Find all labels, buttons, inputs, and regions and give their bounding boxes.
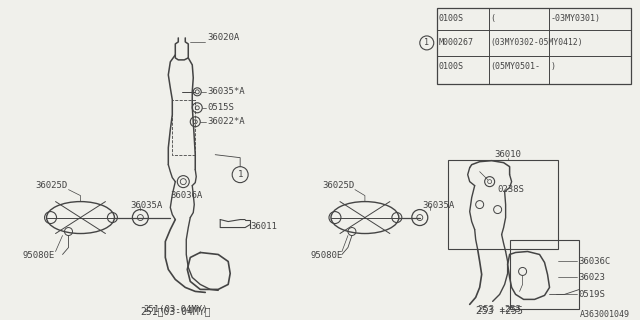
Text: 253 +255: 253 +255 [476, 306, 523, 316]
Text: 36035*A: 36035*A [207, 87, 245, 96]
Text: A363001049: A363001049 [579, 310, 629, 319]
Text: 0515S: 0515S [207, 103, 234, 112]
Text: 1: 1 [237, 170, 243, 179]
Text: 0238S: 0238S [498, 185, 525, 194]
Text: 251(03-04MY): 251(03-04MY) [143, 305, 207, 314]
Text: 36020A: 36020A [207, 33, 239, 43]
Text: 36036A: 36036A [170, 191, 202, 200]
Text: 36011: 36011 [250, 222, 277, 231]
Text: -03MY0301): -03MY0301) [550, 14, 600, 23]
Text: 36035A: 36035A [131, 201, 163, 210]
Text: 95080E: 95080E [22, 251, 55, 260]
Text: 36036C: 36036C [579, 257, 611, 266]
Text: 0100S: 0100S [439, 14, 464, 23]
Bar [509, 239, 579, 309]
Text: (03MY0302-05MY0412): (03MY0302-05MY0412) [491, 38, 583, 47]
Text: 36025D: 36025D [322, 181, 355, 190]
Text: (05MY0501-: (05MY0501- [491, 62, 541, 71]
Text: M000267: M000267 [439, 38, 474, 47]
Text: 36010: 36010 [494, 150, 521, 159]
Text: 0519S: 0519S [579, 290, 605, 299]
Text: 253 +255: 253 +255 [478, 305, 521, 314]
Bar [448, 160, 557, 250]
Text: 36025D: 36025D [36, 181, 68, 190]
Text: 36022*A: 36022*A [207, 117, 245, 126]
Text: 1: 1 [424, 38, 429, 47]
Bar [436, 8, 632, 84]
Text: 0100S: 0100S [439, 62, 464, 71]
Text: ): ) [550, 62, 556, 71]
Text: 251〃03-04MY〄: 251〃03-04MY〄 [140, 306, 211, 316]
Text: (: ( [491, 14, 495, 23]
Text: 95080E: 95080E [310, 251, 342, 260]
Text: 36023: 36023 [579, 273, 605, 282]
Text: 36035A: 36035A [423, 201, 455, 210]
